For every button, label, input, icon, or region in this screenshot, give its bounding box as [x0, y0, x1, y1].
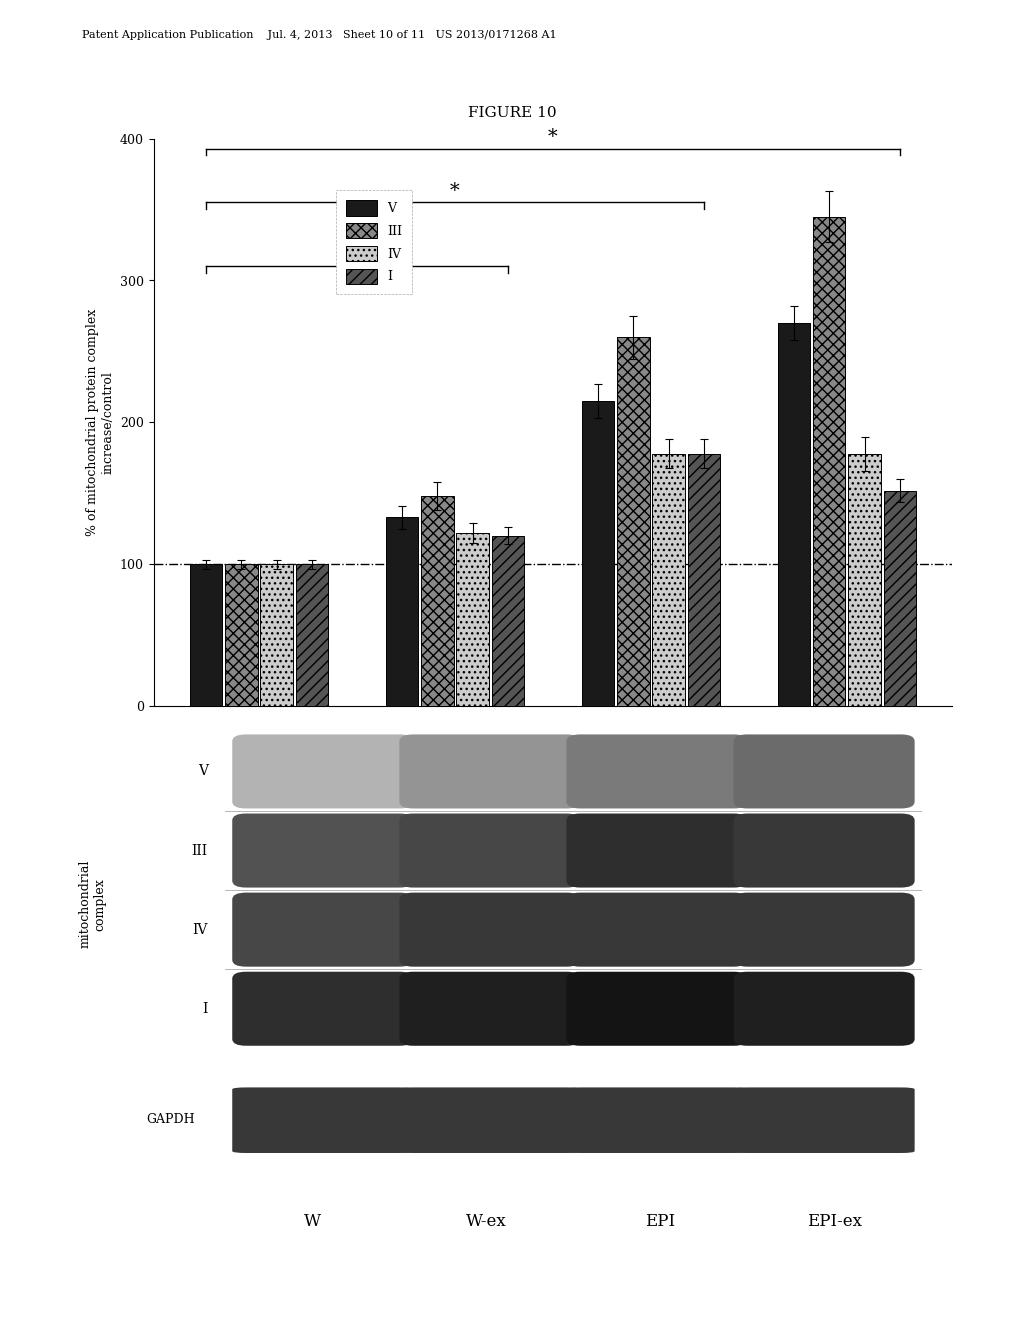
FancyBboxPatch shape — [232, 813, 414, 887]
Bar — [492, 536, 524, 706]
Bar — [421, 496, 454, 706]
FancyBboxPatch shape — [399, 734, 581, 808]
Bar — [652, 454, 685, 706]
Text: EPI: EPI — [645, 1213, 676, 1229]
Bar — [884, 491, 916, 706]
Bar — [688, 454, 720, 706]
Bar — [225, 565, 258, 706]
Text: *: * — [451, 182, 460, 201]
Text: V: V — [198, 764, 208, 779]
FancyBboxPatch shape — [566, 813, 748, 887]
FancyBboxPatch shape — [232, 892, 414, 966]
Bar — [189, 565, 222, 706]
Bar — [617, 337, 649, 706]
Text: W-ex: W-ex — [466, 1213, 507, 1229]
Text: EPI-ex: EPI-ex — [807, 1213, 862, 1229]
FancyBboxPatch shape — [399, 972, 581, 1045]
Bar — [848, 454, 881, 706]
Text: FIGURE 10: FIGURE 10 — [468, 106, 556, 120]
FancyBboxPatch shape — [733, 1088, 914, 1152]
Bar — [386, 517, 418, 706]
FancyBboxPatch shape — [733, 813, 914, 887]
Bar — [778, 323, 810, 706]
Text: I: I — [203, 1002, 208, 1016]
FancyBboxPatch shape — [566, 734, 748, 808]
FancyBboxPatch shape — [566, 972, 748, 1045]
FancyBboxPatch shape — [566, 892, 748, 966]
Bar — [582, 401, 614, 706]
FancyBboxPatch shape — [399, 1088, 581, 1152]
Text: *: * — [548, 128, 558, 147]
Legend: V, III, IV, I: V, III, IV, I — [336, 190, 412, 294]
FancyBboxPatch shape — [232, 1088, 414, 1152]
FancyBboxPatch shape — [399, 892, 581, 966]
Text: GAPDH: GAPDH — [146, 1113, 195, 1126]
FancyBboxPatch shape — [399, 813, 581, 887]
FancyBboxPatch shape — [566, 1088, 748, 1152]
Y-axis label: % of mitochondrial protein complex
increase/control: % of mitochondrial protein complex incre… — [86, 309, 115, 536]
Text: III: III — [191, 843, 208, 858]
FancyBboxPatch shape — [733, 892, 914, 966]
FancyBboxPatch shape — [733, 734, 914, 808]
Bar — [813, 216, 846, 706]
FancyBboxPatch shape — [232, 734, 414, 808]
Bar — [296, 565, 328, 706]
FancyBboxPatch shape — [733, 972, 914, 1045]
FancyBboxPatch shape — [232, 972, 414, 1045]
Bar — [457, 533, 488, 706]
Text: IV: IV — [193, 923, 208, 937]
Text: mitochondrial
complex: mitochondrial complex — [78, 861, 106, 948]
Text: Patent Application Publication    Jul. 4, 2013   Sheet 10 of 11   US 2013/017126: Patent Application Publication Jul. 4, 2… — [82, 30, 557, 41]
Text: W: W — [304, 1213, 321, 1229]
Text: *: * — [352, 247, 361, 264]
Bar — [260, 565, 293, 706]
